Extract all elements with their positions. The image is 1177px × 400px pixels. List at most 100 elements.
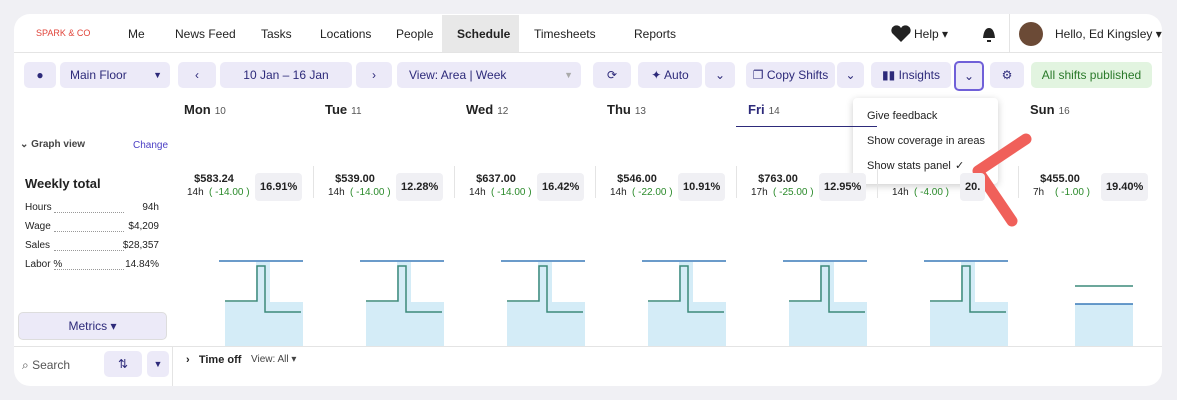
day-hours: 14h [469, 187, 486, 198]
column-divider [595, 166, 596, 198]
dotted-rule [54, 269, 124, 270]
nav-item[interactable]: News Feed [175, 27, 236, 41]
view[interactable]: View: Area | Week [409, 68, 507, 82]
time-off[interactable]: Time off [198, 354, 242, 366]
search-box[interactable]: ⌕ Search [22, 358, 71, 372]
brand[interactable]: SPARK & CO [36, 28, 91, 38]
day-date: 14 [768, 106, 780, 117]
day-cost: $637.00 [476, 173, 516, 185]
day-cost: $455.00 [1040, 173, 1080, 185]
day-header: Mon 10 [184, 102, 226, 117]
divider [1009, 14, 1010, 52]
day-header: Fri 14 [748, 102, 780, 117]
copy-label[interactable]: Copy Shifts [766, 68, 829, 82]
auto-button[interactable]: ✦ Auto [638, 62, 702, 88]
copy-more[interactable]: ⌄ [837, 62, 864, 88]
day-labor-pct: 12.95% [819, 173, 867, 201]
day-cost: $539.00 [335, 173, 375, 185]
chart-shape [397, 262, 411, 302]
day-diff: ( -1.00 ) [1055, 187, 1091, 198]
metrics[interactable]: Metrics [68, 319, 108, 333]
location-select[interactable]: Main Floor ▼ [60, 62, 170, 88]
weekly-total: Weekly total [25, 176, 101, 191]
dropdown-item[interactable]: Give feedback [867, 110, 938, 122]
column-divider [1018, 166, 1019, 198]
day-diff: ( -4.00 ) [914, 187, 950, 198]
time-off-row[interactable]: › Time off [186, 354, 242, 366]
day-header: Wed 12 [466, 102, 508, 117]
day-hours: 17h [751, 187, 768, 198]
day-labor-pct: 10.91% [678, 173, 726, 201]
nav-item[interactable]: Reports [634, 27, 677, 41]
copy-button[interactable]: ❐ Copy Shifts [746, 62, 835, 88]
total-value: 94h [142, 202, 159, 213]
chart-shape [930, 265, 1006, 313]
chart-shape [820, 262, 834, 302]
nav-item[interactable]: Tasks [261, 27, 292, 41]
chart-shape [679, 262, 693, 302]
day-labor-pct: 19.40% [1101, 173, 1149, 201]
refresh-button[interactable]: ⟳ [593, 62, 631, 88]
graph-view-toggle[interactable]: ⌄ Graph view [20, 139, 86, 150]
auto-more[interactable]: ⌄ [705, 62, 735, 88]
nav-bar [14, 14, 1162, 53]
nav-item[interactable]: Timesheets [534, 27, 596, 41]
day-name: Thu [607, 102, 631, 117]
graph-view[interactable]: Graph view [31, 139, 86, 150]
total-value: $4,209 [128, 221, 159, 232]
nav-item[interactable]: Locations [320, 27, 372, 41]
day-header: Sun 16 [1030, 102, 1070, 117]
greeting[interactable]: Hello, Ed Kingsley [1055, 27, 1153, 41]
dotted-rule [54, 212, 124, 213]
day-header: Tue 11 [325, 102, 362, 117]
insights-more[interactable]: ⌄ [954, 61, 984, 91]
chart-shape [366, 265, 442, 313]
view-filter[interactable]: View: All ▾ [251, 354, 297, 365]
dropdown-item[interactable]: Show stats panel [867, 160, 951, 172]
auto-label[interactable]: Auto [664, 68, 689, 82]
day-underline [736, 126, 877, 127]
help[interactable]: Help ▾ [914, 27, 949, 41]
change-link[interactable]: Change [133, 140, 169, 151]
user-menu[interactable]: Hello, Ed Kingsley ▾ [1055, 27, 1162, 41]
sort-button[interactable]: ⇅ [104, 351, 142, 377]
settings-button[interactable]: ⚙ [990, 62, 1024, 88]
nav-item[interactable]: Schedule [457, 27, 511, 41]
view-all[interactable]: View: All [251, 354, 289, 365]
dropdown-item[interactable]: Show coverage in areas [867, 135, 986, 147]
day-date: 11 [351, 106, 362, 117]
chart-shape [961, 262, 975, 302]
next-button[interactable]: › [356, 62, 392, 88]
nav-item[interactable]: People [396, 27, 434, 41]
day-header: Thu 13 [607, 102, 646, 117]
charts [219, 260, 1133, 346]
day-cost: $583.24 [194, 173, 234, 185]
prev-button[interactable]: ‹ [178, 62, 216, 88]
date-range[interactable]: 10 Jan – 16 Jan [220, 62, 352, 88]
day-cost: $763.00 [758, 173, 798, 185]
day-date: 13 [634, 106, 646, 117]
dotted-rule [54, 250, 124, 251]
sort-more[interactable]: ▼ [147, 351, 169, 377]
insights-button[interactable]: ▮▮ Insights [871, 62, 951, 88]
day-hours: 7h [1033, 187, 1045, 198]
total-value: $28,357 [122, 240, 159, 251]
insights-label[interactable]: Insights [898, 68, 940, 82]
column-divider [736, 166, 737, 198]
help-label[interactable]: Help [914, 27, 939, 41]
bell-icon[interactable] [980, 24, 998, 44]
total-label: Sales [25, 240, 51, 251]
view-select[interactable]: View: Area | Week ▼ [397, 62, 581, 88]
heart-icon[interactable] [890, 24, 912, 44]
day-labor-pct: 16.91% [255, 173, 303, 201]
search[interactable]: Search [32, 358, 71, 372]
location[interactable]: Main Floor [70, 68, 127, 82]
avatar[interactable] [1019, 22, 1043, 46]
day-labor-pct: 16.42% [537, 173, 585, 201]
status-badge: All shifts published [1031, 62, 1152, 88]
metrics-button[interactable]: Metrics ▾ [18, 312, 167, 340]
chart-shape [648, 265, 724, 313]
pin-button[interactable]: ● [24, 62, 56, 88]
nav-item[interactable]: Me [128, 27, 145, 41]
divider [172, 346, 173, 386]
